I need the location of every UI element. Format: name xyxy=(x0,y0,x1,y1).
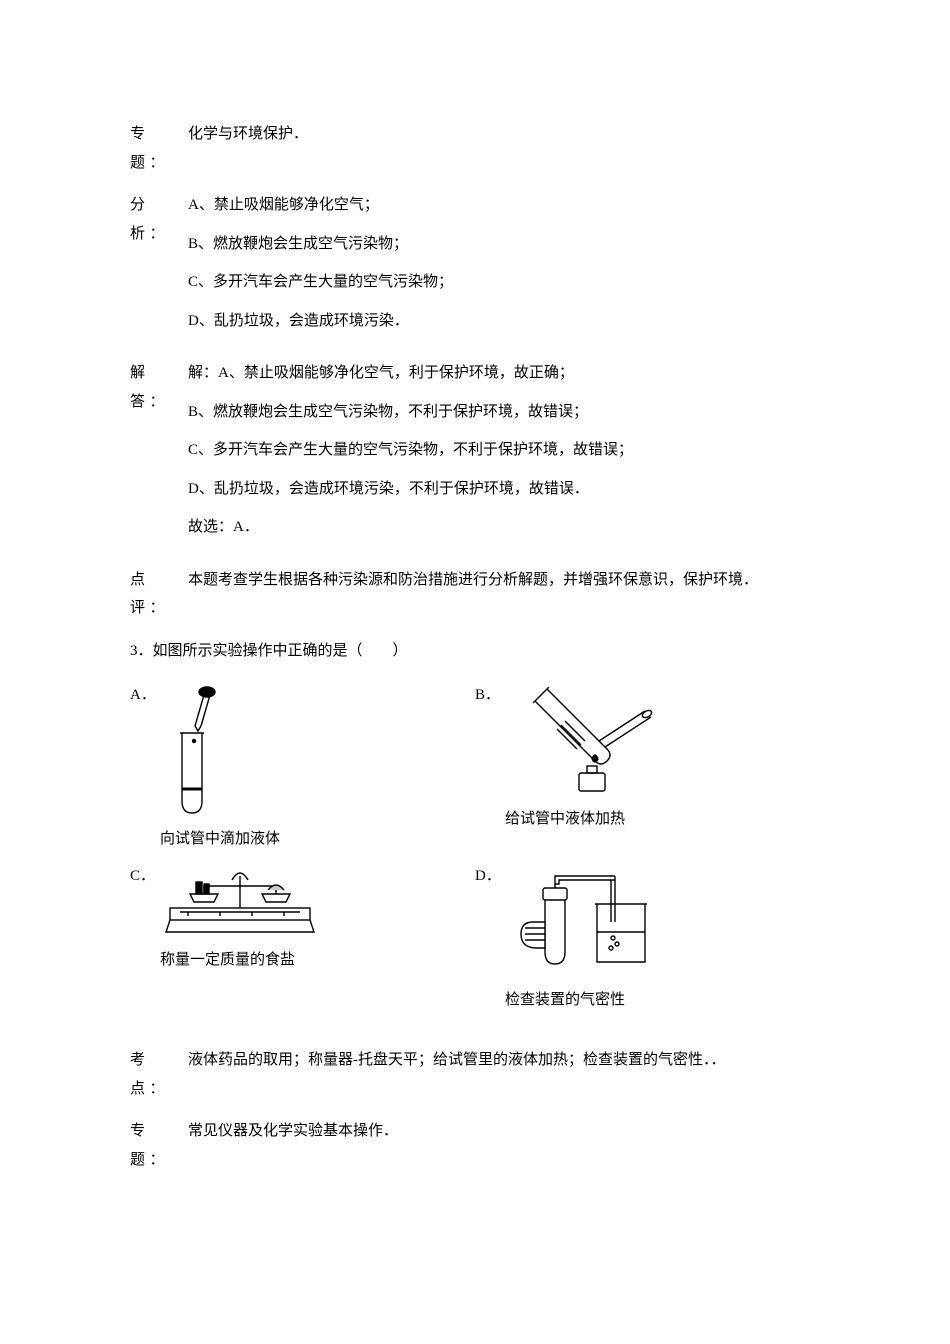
zhuanti2-row: 专 题： 常见仪器及化学实验基本操作． xyxy=(130,1117,820,1174)
fenxi-content: A、禁止吸烟能够净化空气； B、燃放鞭炮会生成空气污染物； C、多开汽车会产生大… xyxy=(188,191,820,345)
choice-letter: C． xyxy=(130,862,160,942)
kaodian-label: 考 点： xyxy=(130,1046,180,1103)
label-text: 题： xyxy=(130,1146,180,1175)
zhuanti-content: 化学与环境保护． xyxy=(188,120,820,159)
kaodian-row: 考 点： 液体药品的取用；称量器-托盘天平；给试管里的液体加热；检查装置的气密性… xyxy=(130,1046,820,1103)
dianping-row: 点 评： 本题考查学生根据各种污染源和防治措施进行分析解题，并增强环保意识，保护… xyxy=(130,566,820,623)
figure-A xyxy=(160,681,230,821)
dianping-label: 点 评： xyxy=(130,566,180,623)
label-text: 点： xyxy=(130,1075,180,1104)
label-text: 专 xyxy=(130,120,180,149)
label-text: 析： xyxy=(130,220,180,249)
label-text: 专 xyxy=(130,1117,180,1146)
fenxi-row: 分 析： A、禁止吸烟能够净化空气； B、燃放鞭炮会生成空气污染物； C、多开汽… xyxy=(130,191,820,345)
label-text: 分 xyxy=(130,191,180,220)
question-title: 3．如图所示实验操作中正确的是（ ） xyxy=(130,637,820,666)
choice-letter: B． xyxy=(475,681,505,801)
body-text: 液体药品的取用；称量器-托盘天平；给试管里的液体加热；检查装置的气密性．． xyxy=(188,1046,820,1075)
figure-caption: 称量一定质量的食盐 xyxy=(130,946,475,975)
jieda-row: 解 答： 解：A、禁止吸烟能够净化空气，利于保护环境，故正确； B、燃放鞭炮会生… xyxy=(130,359,820,552)
body-text: A、禁止吸烟能够净化空气； xyxy=(188,191,820,220)
page: 专 题： 化学与环境保护． 分 析： A、禁止吸烟能够净化空气； B、燃放鞭炮会… xyxy=(0,0,950,1228)
figure-caption: 给试管中液体加热 xyxy=(475,805,820,834)
figure-C xyxy=(160,862,320,942)
choices-row-2: C． xyxy=(130,862,820,1015)
body-text: 本题考查学生根据各种污染源和防治措施进行分析解题，并增强环保意识，保护环境． xyxy=(188,566,820,595)
zhuanti-row: 专 题： 化学与环境保护． xyxy=(130,120,820,177)
figure-D xyxy=(505,862,665,982)
choice-D: D． xyxy=(475,862,820,1015)
figure-B xyxy=(505,681,655,801)
kaodian-content: 液体药品的取用；称量器-托盘天平；给试管里的液体加热；检查装置的气密性．． xyxy=(188,1046,820,1085)
figure-caption: 检查装置的气密性 xyxy=(475,986,820,1015)
choice-B: B． xyxy=(475,681,820,854)
dianping-content: 本题考查学生根据各种污染源和防治措施进行分析解题，并增强环保意识，保护环境． xyxy=(188,566,820,605)
zhuanti2-content: 常见仪器及化学实验基本操作． xyxy=(188,1117,820,1156)
label-text: 解 xyxy=(130,359,180,388)
label-text: 答： xyxy=(130,388,180,417)
choice-letter: D． xyxy=(475,862,505,982)
zhuanti2-label: 专 题： xyxy=(130,1117,180,1174)
label-text: 点 xyxy=(130,566,180,595)
body-text: 化学与环境保护． xyxy=(188,120,820,149)
label-text: 考 xyxy=(130,1046,180,1075)
fenxi-label: 分 析： xyxy=(130,191,180,248)
body-text: 解：A、禁止吸烟能够净化空气，利于保护环境，故正确； xyxy=(188,359,820,388)
body-text: D、乱扔垃圾，会造成环境污染，不利于保护环境，故错误． xyxy=(188,475,820,504)
body-text: C、多开汽车会产生大量的空气污染物，不利于保护环境，故错误； xyxy=(188,436,820,465)
zhuanti-label: 专 题： xyxy=(130,120,180,177)
body-text: 故选：A． xyxy=(188,513,820,542)
label-text: 评： xyxy=(130,594,180,623)
body-text: B、燃放鞭炮会生成空气污染物； xyxy=(188,230,820,259)
jieda-label: 解 答： xyxy=(130,359,180,416)
choice-A: A． xyxy=(130,681,475,854)
choice-C: C． xyxy=(130,862,475,1015)
body-text: C、多开汽车会产生大量的空气污染物； xyxy=(188,268,820,297)
choice-letter: A． xyxy=(130,681,160,821)
jieda-content: 解：A、禁止吸烟能够净化空气，利于保护环境，故正确； B、燃放鞭炮会生成空气污染… xyxy=(188,359,820,552)
body-text: B、燃放鞭炮会生成空气污染物，不利于保护环境，故错误； xyxy=(188,398,820,427)
figure-caption: 向试管中滴加液体 xyxy=(130,825,475,854)
choices-row-1: A． xyxy=(130,681,820,854)
label-text: 题： xyxy=(130,149,180,178)
body-text: D、乱扔垃圾，会造成环境污染． xyxy=(188,307,820,336)
body-text: 常见仪器及化学实验基本操作． xyxy=(188,1117,820,1146)
